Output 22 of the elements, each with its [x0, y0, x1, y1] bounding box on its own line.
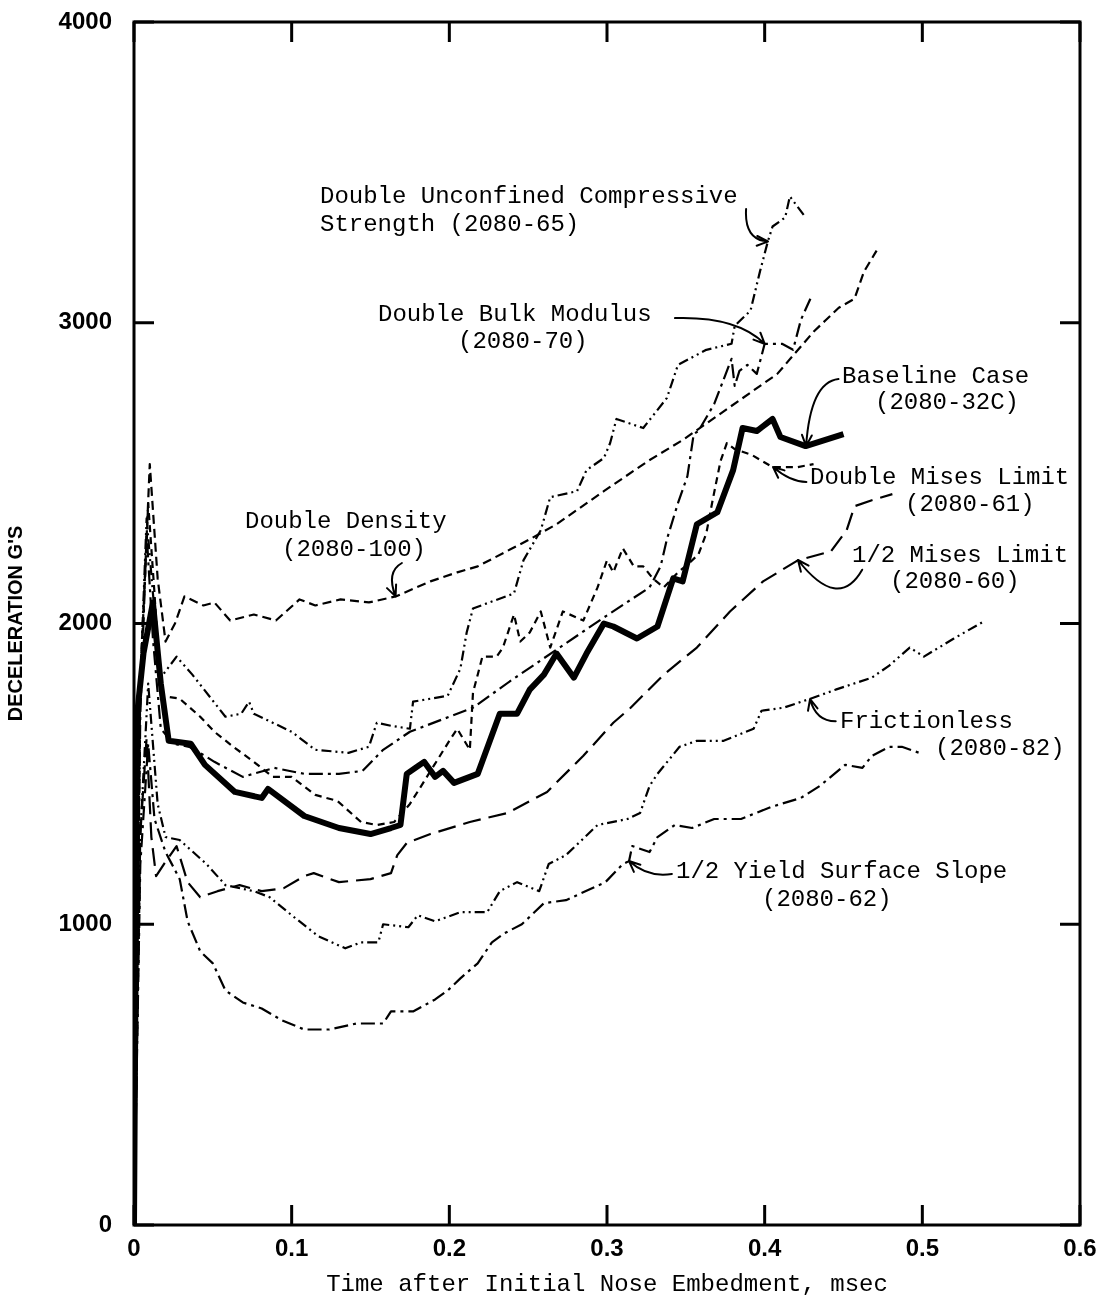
- annotation: Double Density (2080-100): [245, 508, 447, 564]
- x-tick-label: 0.5: [905, 1234, 940, 1262]
- y-axis-title: DECELERATION G'S: [3, 525, 26, 722]
- x-tick-label: 0.6: [1063, 1234, 1097, 1262]
- annotation: 1/2 Yield Surface Slope (2080-62): [676, 858, 1008, 914]
- y-tick-label: 1000: [58, 908, 112, 936]
- annotation: Baseline Case (2080-32C): [842, 363, 1030, 417]
- y-tick-label: 4000: [58, 6, 112, 34]
- annotation: Double Bulk Modulus (2080-70): [378, 301, 652, 356]
- y-tick-label: 0: [98, 1209, 112, 1237]
- x-axis-title: Time after Initial Nose Embedment, msec: [326, 1270, 888, 1298]
- y-tick-label: 3000: [58, 307, 112, 335]
- x-tick-label: 0.1: [274, 1234, 309, 1262]
- annotation: Double Mises Limit (2080-61): [810, 464, 1070, 519]
- annotation: Double Unconfined Compressive Strength (2080-65): [320, 183, 738, 239]
- x-tick-label: 0.3: [590, 1234, 624, 1262]
- x-tick-label: 0.2: [432, 1234, 467, 1262]
- annotation: Frictionless (2080-82): [840, 708, 1065, 763]
- x-tick-label: 0.4: [747, 1234, 782, 1262]
- annotation: 1/2 Mises Limit (2080-60): [852, 542, 1069, 596]
- x-tick-label: 0: [127, 1234, 141, 1262]
- y-tick-label: 2000: [58, 608, 112, 636]
